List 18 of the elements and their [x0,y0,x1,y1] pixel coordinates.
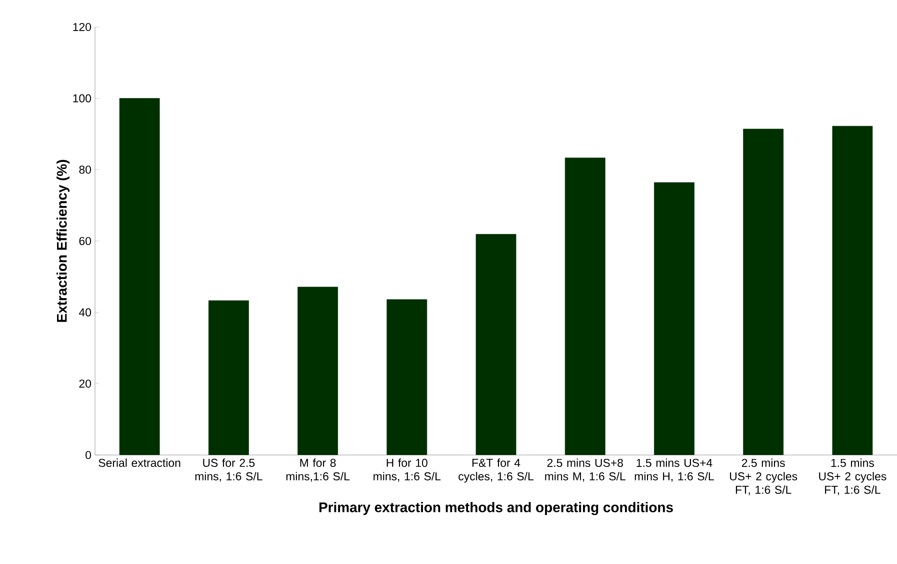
x-tick-label: 1.5 mins US+ 2 cycles FT, 1:6 S/L [819,458,886,496]
x-tick-label: H for 10 mins, 1:6 S/L [374,458,441,482]
x-tick-label: Serial extraction [98,458,180,467]
y-axis-title: Extraction Efficiency (%) [56,160,70,322]
x-tick-label: US for 2.5 mins, 1:6 S/L [195,458,262,482]
x-axis-title: Primary extraction methods and operating conditions [319,502,673,516]
x-tick-label: 2.5 mins US+8 mins M, 1:6 S/L [545,458,626,482]
y-tick-label: 40 [79,308,92,316]
x-tick-label: 1.5 mins US+4 mins H, 1:6 S/L [634,458,714,482]
y-tick-label: 60 [79,236,92,246]
y-tick-label: 120 [73,22,92,32]
x-tick-label: F&T for 4 cycles, 1:6 S/L [458,458,534,483]
y-tick-label: 0 [86,450,92,460]
x-tick-label: 2.5 mins US+ 2 cycles FT, 1:6 S/L [730,458,798,496]
y-tick-label: 20 [79,380,92,388]
y-tick-label: 80 [79,166,92,174]
y-tick-label: 100 [73,94,92,102]
x-tick-label: M for 8 mins,1:6 S/L [286,458,350,482]
